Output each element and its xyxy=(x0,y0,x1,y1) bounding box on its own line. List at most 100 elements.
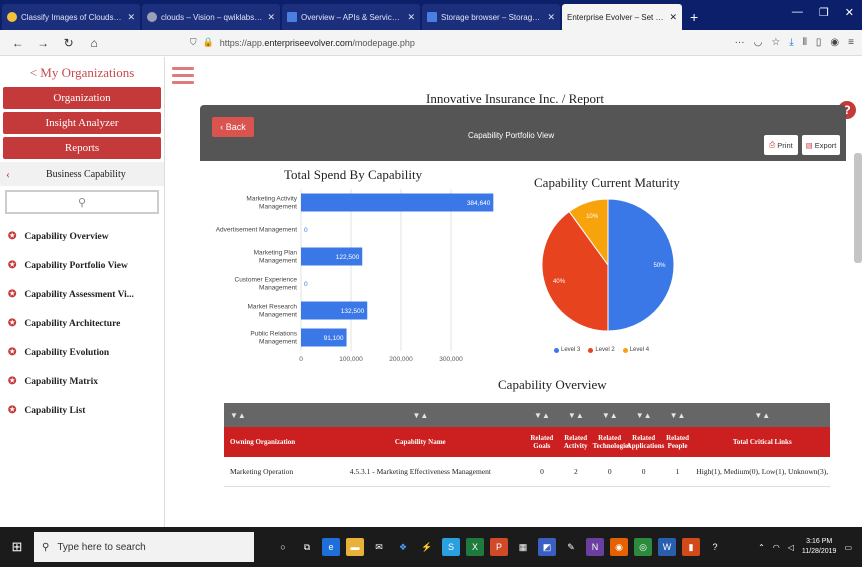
organization-button[interactable]: Organization xyxy=(3,87,161,109)
sidebar-toggle-icon[interactable]: ▯ xyxy=(815,37,822,48)
sort-arrows-icon[interactable]: ▼▲ xyxy=(534,410,550,420)
sort-arrows-icon[interactable]: ▼▲ xyxy=(567,410,584,420)
sidebar-item-capability-architecture[interactable]: ✪ Capability Architecture xyxy=(8,318,121,329)
cortana-icon[interactable]: ○ xyxy=(280,542,286,552)
edge-icon[interactable]: e xyxy=(322,538,340,556)
new-tab-button[interactable]: + xyxy=(690,9,699,25)
reports-button[interactable]: Reports xyxy=(3,137,161,159)
column-header[interactable]: Related Applications xyxy=(626,434,665,450)
legend-item-level-4[interactable]: Level 4 xyxy=(622,347,649,353)
excel-icon[interactable]: X xyxy=(466,538,484,556)
browser-tab-5[interactable]: Enterprise Evolver – Set Up Organi✕ xyxy=(562,4,682,30)
sidebar-item-capability-matrix[interactable]: ✪ Capability Matrix xyxy=(8,376,99,387)
close-icon[interactable]: ✕ xyxy=(407,11,415,22)
download-icon[interactable]: ⤓ xyxy=(789,37,794,48)
home-icon[interactable]: ⌂ xyxy=(90,35,98,50)
reload-icon[interactable]: ↻ xyxy=(63,35,74,50)
capability-name-cell[interactable]: 4.5.3.1 - Marketing Effectiveness Manage… xyxy=(349,467,491,476)
back-arrow-icon[interactable]: ← xyxy=(11,35,24,50)
star-icon[interactable]: ☆ xyxy=(771,37,781,48)
powerpoint-icon[interactable]: P xyxy=(490,538,508,556)
minimize-icon[interactable]: — xyxy=(791,6,803,18)
url-text: https://app.enterpriseevolver.com/modepa… xyxy=(219,37,415,48)
print-button[interactable]: ⎙ Print xyxy=(764,135,798,155)
close-icon[interactable]: ✕ xyxy=(547,11,555,22)
back-button[interactable]: ‹ Back xyxy=(212,117,254,137)
close-icon[interactable]: ✕ xyxy=(669,11,677,22)
skype-icon[interactable]: S xyxy=(442,538,460,556)
legend-item-level-3[interactable]: Level 3 xyxy=(554,347,580,353)
table-row[interactable]: Marketing Operation 4.5.3.1 - Marketing … xyxy=(224,457,830,487)
column-header[interactable]: Related Technologies xyxy=(592,434,631,450)
browser-tab-4[interactable]: Storage browser – Storage – q ✕ xyxy=(422,4,560,30)
close-icon[interactable]: ✕ xyxy=(267,11,275,22)
library-icon[interactable]: ⫴ xyxy=(802,37,807,48)
taskbar-search-input[interactable]: ⚲ Type here to search xyxy=(34,532,254,562)
sort-arrows-icon[interactable]: ▼▲ xyxy=(601,410,618,420)
app-icon[interactable]: ⚡ xyxy=(421,541,433,552)
browser-tab-1[interactable]: Classify Images of Clouds in the✕ xyxy=(2,4,140,30)
column-header[interactable]: Capability Name xyxy=(394,438,446,446)
sidebar-search-input[interactable]: ⚲ xyxy=(5,190,159,214)
sidebar-item-capability-overview[interactable]: ✪ Capability Overview xyxy=(8,231,109,242)
notes-icon[interactable]: ✎ xyxy=(567,541,575,552)
category-label: Public Relations Management xyxy=(250,331,297,346)
account-icon[interactable]: ◉ xyxy=(830,37,840,48)
insight-analyzer-button[interactable]: Insight Analyzer xyxy=(3,112,161,134)
browser-tab-3[interactable]: Overview – APIs & Services – q ✕ xyxy=(282,4,420,30)
word-icon[interactable]: W xyxy=(658,538,676,556)
maximize-icon[interactable]: ❐ xyxy=(818,7,829,19)
column-header[interactable]: Related Goals xyxy=(530,434,554,450)
sidebar-item-capability-list[interactable]: ✪ Capability List xyxy=(8,405,86,416)
more-icon[interactable]: ··· xyxy=(734,37,745,48)
legend-item-level-2[interactable]: Level 2 xyxy=(588,347,615,353)
export-button[interactable]: ▤ Export xyxy=(802,135,840,155)
hamburger-menu-icon[interactable] xyxy=(172,67,194,87)
bar-value-label: 122,500 xyxy=(336,254,360,261)
sidebar-item-capability-portfolio-view[interactable]: ✪ Capability Portfolio View xyxy=(8,260,128,271)
column-header[interactable]: Total Critical Links xyxy=(732,438,792,446)
app-icon[interactable]: ▮ xyxy=(682,538,700,556)
sort-arrows-icon[interactable]: ▼▲ xyxy=(669,410,686,420)
clock[interactable]: 3:16 PM 11/28/2019 xyxy=(801,538,837,555)
menu-icon[interactable]: ≡ xyxy=(848,37,854,48)
business-capability-header[interactable]: ‹ Business Capability xyxy=(0,162,164,186)
close-window-icon[interactable]: ✕ xyxy=(844,7,854,19)
forward-arrow-icon[interactable]: → xyxy=(37,35,50,50)
close-icon[interactable]: ✕ xyxy=(127,11,135,22)
file-explorer-icon[interactable]: ▬ xyxy=(346,538,364,556)
sort-arrows-icon[interactable]: ▼▲ xyxy=(635,410,652,420)
chevron-up-icon[interactable]: ⌃ xyxy=(758,542,765,552)
onenote-icon[interactable]: N xyxy=(586,538,604,556)
sort-arrows-icon[interactable]: ▼▲ xyxy=(412,410,429,420)
browser-tab-2[interactable]: clouds – Vision – qwiklabs-gc ✕ xyxy=(142,4,280,30)
calendar-icon[interactable]: ▦ xyxy=(518,541,528,552)
my-organizations-link[interactable]: < My Organizations xyxy=(29,65,135,80)
pie-value-label: 10% xyxy=(586,214,599,220)
sort-arrows-icon[interactable]: ▼▲ xyxy=(754,410,771,420)
mail-icon[interactable]: ✉ xyxy=(375,541,383,552)
help-icon[interactable]: ? xyxy=(712,542,718,552)
chevron-left-icon[interactable]: ‹ xyxy=(6,166,10,181)
goals-cell: 0 xyxy=(540,467,544,476)
notifications-icon[interactable]: ▭ xyxy=(844,542,852,552)
windows-start-icon[interactable]: ⊞ xyxy=(11,539,23,554)
column-header[interactable]: Owning Organization xyxy=(230,438,296,446)
task-view-icon[interactable]: ⧉ xyxy=(303,541,311,552)
capability-icon: ✪ xyxy=(8,231,17,242)
maturity-pie-chart: 50% 40% 10% xyxy=(541,198,675,332)
url-bar[interactable]: ⛉ 🔒 https://app.enterpriseevolver.com/mo… xyxy=(190,33,735,53)
pocket-icon[interactable]: ◡ xyxy=(753,37,763,48)
dropbox-icon[interactable]: ❖ xyxy=(398,541,408,552)
column-header[interactable]: Related Activity xyxy=(563,434,588,450)
column-header[interactable]: Related People xyxy=(666,434,690,450)
app-icon[interactable]: ◩ xyxy=(538,538,556,556)
chrome-icon[interactable]: ◎ xyxy=(634,538,652,556)
volume-icon[interactable]: ◁ xyxy=(787,542,794,552)
sidebar-item-capability-evolution[interactable]: ✪ Capability Evolution xyxy=(8,347,110,358)
firefox-icon[interactable]: ◉ xyxy=(610,538,628,556)
sidebar-item-capability-assessment-view[interactable]: ✪ Capability Assessment Vi... xyxy=(8,289,134,300)
network-icon[interactable]: ◠ xyxy=(772,542,780,552)
sort-arrows-icon[interactable]: ▼▲ xyxy=(230,410,246,420)
scrollbar-thumb[interactable] xyxy=(854,153,862,263)
